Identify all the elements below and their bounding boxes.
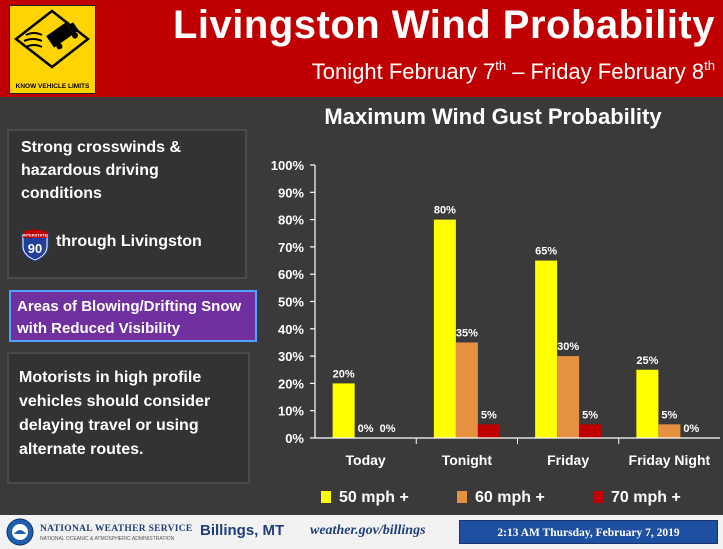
- legend-item: 50 mph +: [321, 489, 409, 507]
- interstate-number: 90: [28, 241, 42, 256]
- y-tick-label: 60%: [278, 267, 304, 282]
- data-label: 30%: [557, 341, 579, 353]
- data-label: 25%: [636, 355, 658, 367]
- data-label: 0%: [380, 423, 396, 435]
- bar: [557, 356, 580, 438]
- category-label: Friday Night: [629, 452, 711, 468]
- bar: [332, 383, 355, 438]
- bar: [455, 342, 478, 438]
- agency-subtitle: NATIONAL OCEANIC & ATMOSPHERIC ADMINISTR…: [40, 536, 175, 542]
- page-title: Livingston Wind Probability: [172, 3, 715, 47]
- office-location: Billings, MT: [200, 522, 285, 539]
- interstate-shield-icon: INTERSTATE 90: [21, 229, 49, 262]
- data-label: 0%: [683, 423, 699, 435]
- data-label: 5%: [582, 409, 598, 421]
- crosswind-text: Strong crosswinds & hazardous driving co…: [21, 139, 182, 202]
- y-tick-label: 100%: [271, 158, 305, 173]
- data-label: 20%: [333, 368, 355, 380]
- y-axis: 0% 10% 20% 30% 40% 50% 60% 70% 80% 90% 100%: [271, 158, 316, 446]
- bar: [636, 369, 659, 438]
- know-vehicle-limits-sign: KNOW VEHICLE LIMITS: [9, 5, 96, 94]
- y-tick-label: 40%: [278, 322, 304, 337]
- data-label: 0%: [358, 423, 374, 435]
- bar: [477, 424, 500, 438]
- legend-label: 60 mph +: [475, 489, 545, 506]
- header-banner: KNOW VEHICLE LIMITS Livingston Wind Prob…: [0, 0, 723, 97]
- sign-caption: KNOW VEHICLE LIMITS: [15, 83, 90, 90]
- y-tick-label: 10%: [278, 404, 304, 419]
- bar: [535, 260, 558, 438]
- x-axis: Today Tonight Friday Friday Night: [315, 437, 720, 468]
- issued-timestamp: 2:13 AM Thursday, February 7, 2019: [459, 520, 718, 544]
- truck-blowing-wind-icon: [14, 9, 90, 69]
- bar: [433, 219, 456, 438]
- legend-item: 60 mph +: [457, 489, 545, 507]
- interstate-shield-label: INTERSTATE: [23, 233, 48, 238]
- nws-logo-icon: [6, 518, 34, 546]
- data-label: 5%: [661, 409, 677, 421]
- legend-swatch: [321, 491, 331, 503]
- chart-title: Maximum Wind Gust Probability: [324, 104, 662, 129]
- data-label: 5%: [481, 409, 497, 421]
- y-tick-label: 80%: [278, 213, 304, 228]
- legend-item: 70 mph +: [593, 489, 681, 507]
- data-label: 65%: [535, 246, 557, 258]
- footer-bar: NATIONAL WEATHER SERVICE NATIONAL OCEANI…: [0, 515, 723, 549]
- category-label: Today: [346, 452, 386, 468]
- y-tick-label: 50%: [278, 295, 304, 310]
- bar: [658, 424, 681, 438]
- data-label: 35%: [456, 327, 478, 339]
- motorist-advice-box: Motorists in high profile vehicles shoul…: [7, 352, 250, 484]
- crosswind-info-box: Strong crosswinds & hazardous driving co…: [7, 129, 247, 279]
- legend-label: 70 mph +: [611, 489, 681, 506]
- y-tick-label: 30%: [278, 349, 304, 364]
- office-url[interactable]: weather.gov/billings: [310, 523, 426, 538]
- blowing-snow-box: Areas of Blowing/Drifting Snow with Redu…: [9, 290, 257, 342]
- page-subtitle: Tonight February 7th – Friday February 8…: [311, 58, 715, 84]
- data-labels-group: 20% 0% 0% 80% 35% 5% 65% 30% 5% 25% 5% 0%: [333, 205, 700, 435]
- legend-label: 50 mph +: [339, 489, 409, 506]
- category-label: Tonight: [442, 452, 493, 468]
- category-label: Friday: [547, 452, 589, 468]
- agency-name: NATIONAL WEATHER SERVICE: [40, 524, 193, 534]
- y-tick-label: 90%: [278, 185, 304, 200]
- y-tick-label: 20%: [278, 376, 304, 391]
- route-text: through Livingston: [56, 233, 202, 250]
- y-tick-label: 0%: [285, 431, 304, 446]
- data-label: 80%: [434, 205, 456, 217]
- y-tick-label: 70%: [278, 240, 304, 255]
- bars-group: [332, 219, 681, 438]
- bar: [579, 424, 602, 438]
- legend-swatch: [593, 491, 603, 503]
- legend-swatch: [457, 491, 467, 503]
- wind-gust-probability-chart: 0%10%20%30%40%50%60%70%80%90%100% 20%0% 0…: [271, 158, 720, 468]
